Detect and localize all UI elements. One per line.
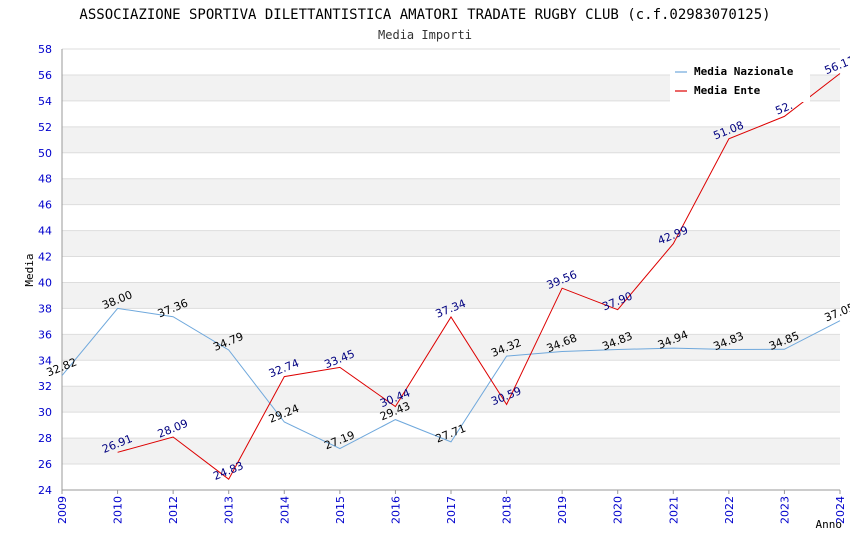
series-line-media-nazionale <box>61 307 841 450</box>
y-tick-label: 28 <box>38 432 52 445</box>
x-tick-label: 2010 <box>112 496 125 524</box>
series-lines <box>61 73 841 480</box>
axes <box>61 49 841 494</box>
x-tick-label: 2018 <box>501 496 514 524</box>
y-tick-label: 58 <box>38 43 52 56</box>
y-tick-label: 56 <box>38 69 52 82</box>
x-tick-labels: 2009 2010 2012 2013 2014 2015 2016 2017 2018 2019… <box>56 496 847 524</box>
y-tick-label: 52 <box>38 121 52 134</box>
y-tick-label: 44 <box>38 225 52 238</box>
x-tick-label: 2021 <box>667 496 680 524</box>
y-tick-label: 42 <box>38 251 52 264</box>
x-tick-label: 2016 <box>389 496 402 524</box>
y-tick-label: 26 <box>38 458 52 471</box>
y-tick-label: 46 <box>38 199 52 212</box>
grid-band <box>62 386 840 413</box>
grid-band <box>62 334 840 361</box>
x-tick-label: 2014 <box>278 496 291 524</box>
legend: Media Nazionale Media Ente <box>670 60 810 102</box>
y-tick-label: 30 <box>38 406 52 419</box>
series-line-media-ente <box>117 73 841 480</box>
x-tick-label: 2015 <box>334 496 347 524</box>
x-tick-label: 2019 <box>556 496 569 524</box>
x-tick-label: 2012 <box>167 496 180 524</box>
data-label-media-ente: 52. <box>774 99 795 118</box>
grid-band <box>62 126 840 153</box>
y-tick-label: 24 <box>38 484 52 497</box>
grid-bands <box>62 74 840 465</box>
chart-subtitle: Media Importi <box>378 28 472 42</box>
y-tick-label: 40 <box>38 276 52 289</box>
grid-band <box>62 178 840 205</box>
y-tick-label: 50 <box>38 147 52 160</box>
y-axis-label: Media <box>23 253 36 286</box>
x-tick-label: 2024 <box>834 496 847 524</box>
x-tick-label: 2022 <box>723 496 736 524</box>
y-tick-label: 34 <box>38 354 52 367</box>
chart-title: ASSOCIAZIONE SPORTIVA DILETTANTISTICA AM… <box>79 7 770 23</box>
y-tick-label: 32 <box>38 380 52 393</box>
y-tick-labels: 24 26 28 30 32 34 36 38 40 42 44 46 48 50 52 54 56 58 <box>38 43 52 497</box>
legend-label-media-nazionale: Media Nazionale <box>694 65 794 78</box>
y-tick-label: 36 <box>38 328 52 341</box>
x-tick-label: 2009 <box>56 496 69 524</box>
y-tick-label: 38 <box>38 302 52 315</box>
x-tick-label: 2013 <box>223 496 236 524</box>
legend-label-media-ente: Media Ente <box>694 84 761 97</box>
grid-band <box>62 230 840 257</box>
grid-band <box>62 282 840 309</box>
y-tick-label: 48 <box>38 173 52 186</box>
x-tick-label: 2023 <box>778 496 791 524</box>
x-tick-label: 2020 <box>612 496 625 524</box>
y-tick-label: 54 <box>38 95 52 108</box>
x-tick-label: 2017 <box>445 496 458 524</box>
legend-box <box>670 60 810 102</box>
x-axis-label: Anno <box>816 518 843 531</box>
data-label-media-ente: 56.11 <box>823 53 850 77</box>
